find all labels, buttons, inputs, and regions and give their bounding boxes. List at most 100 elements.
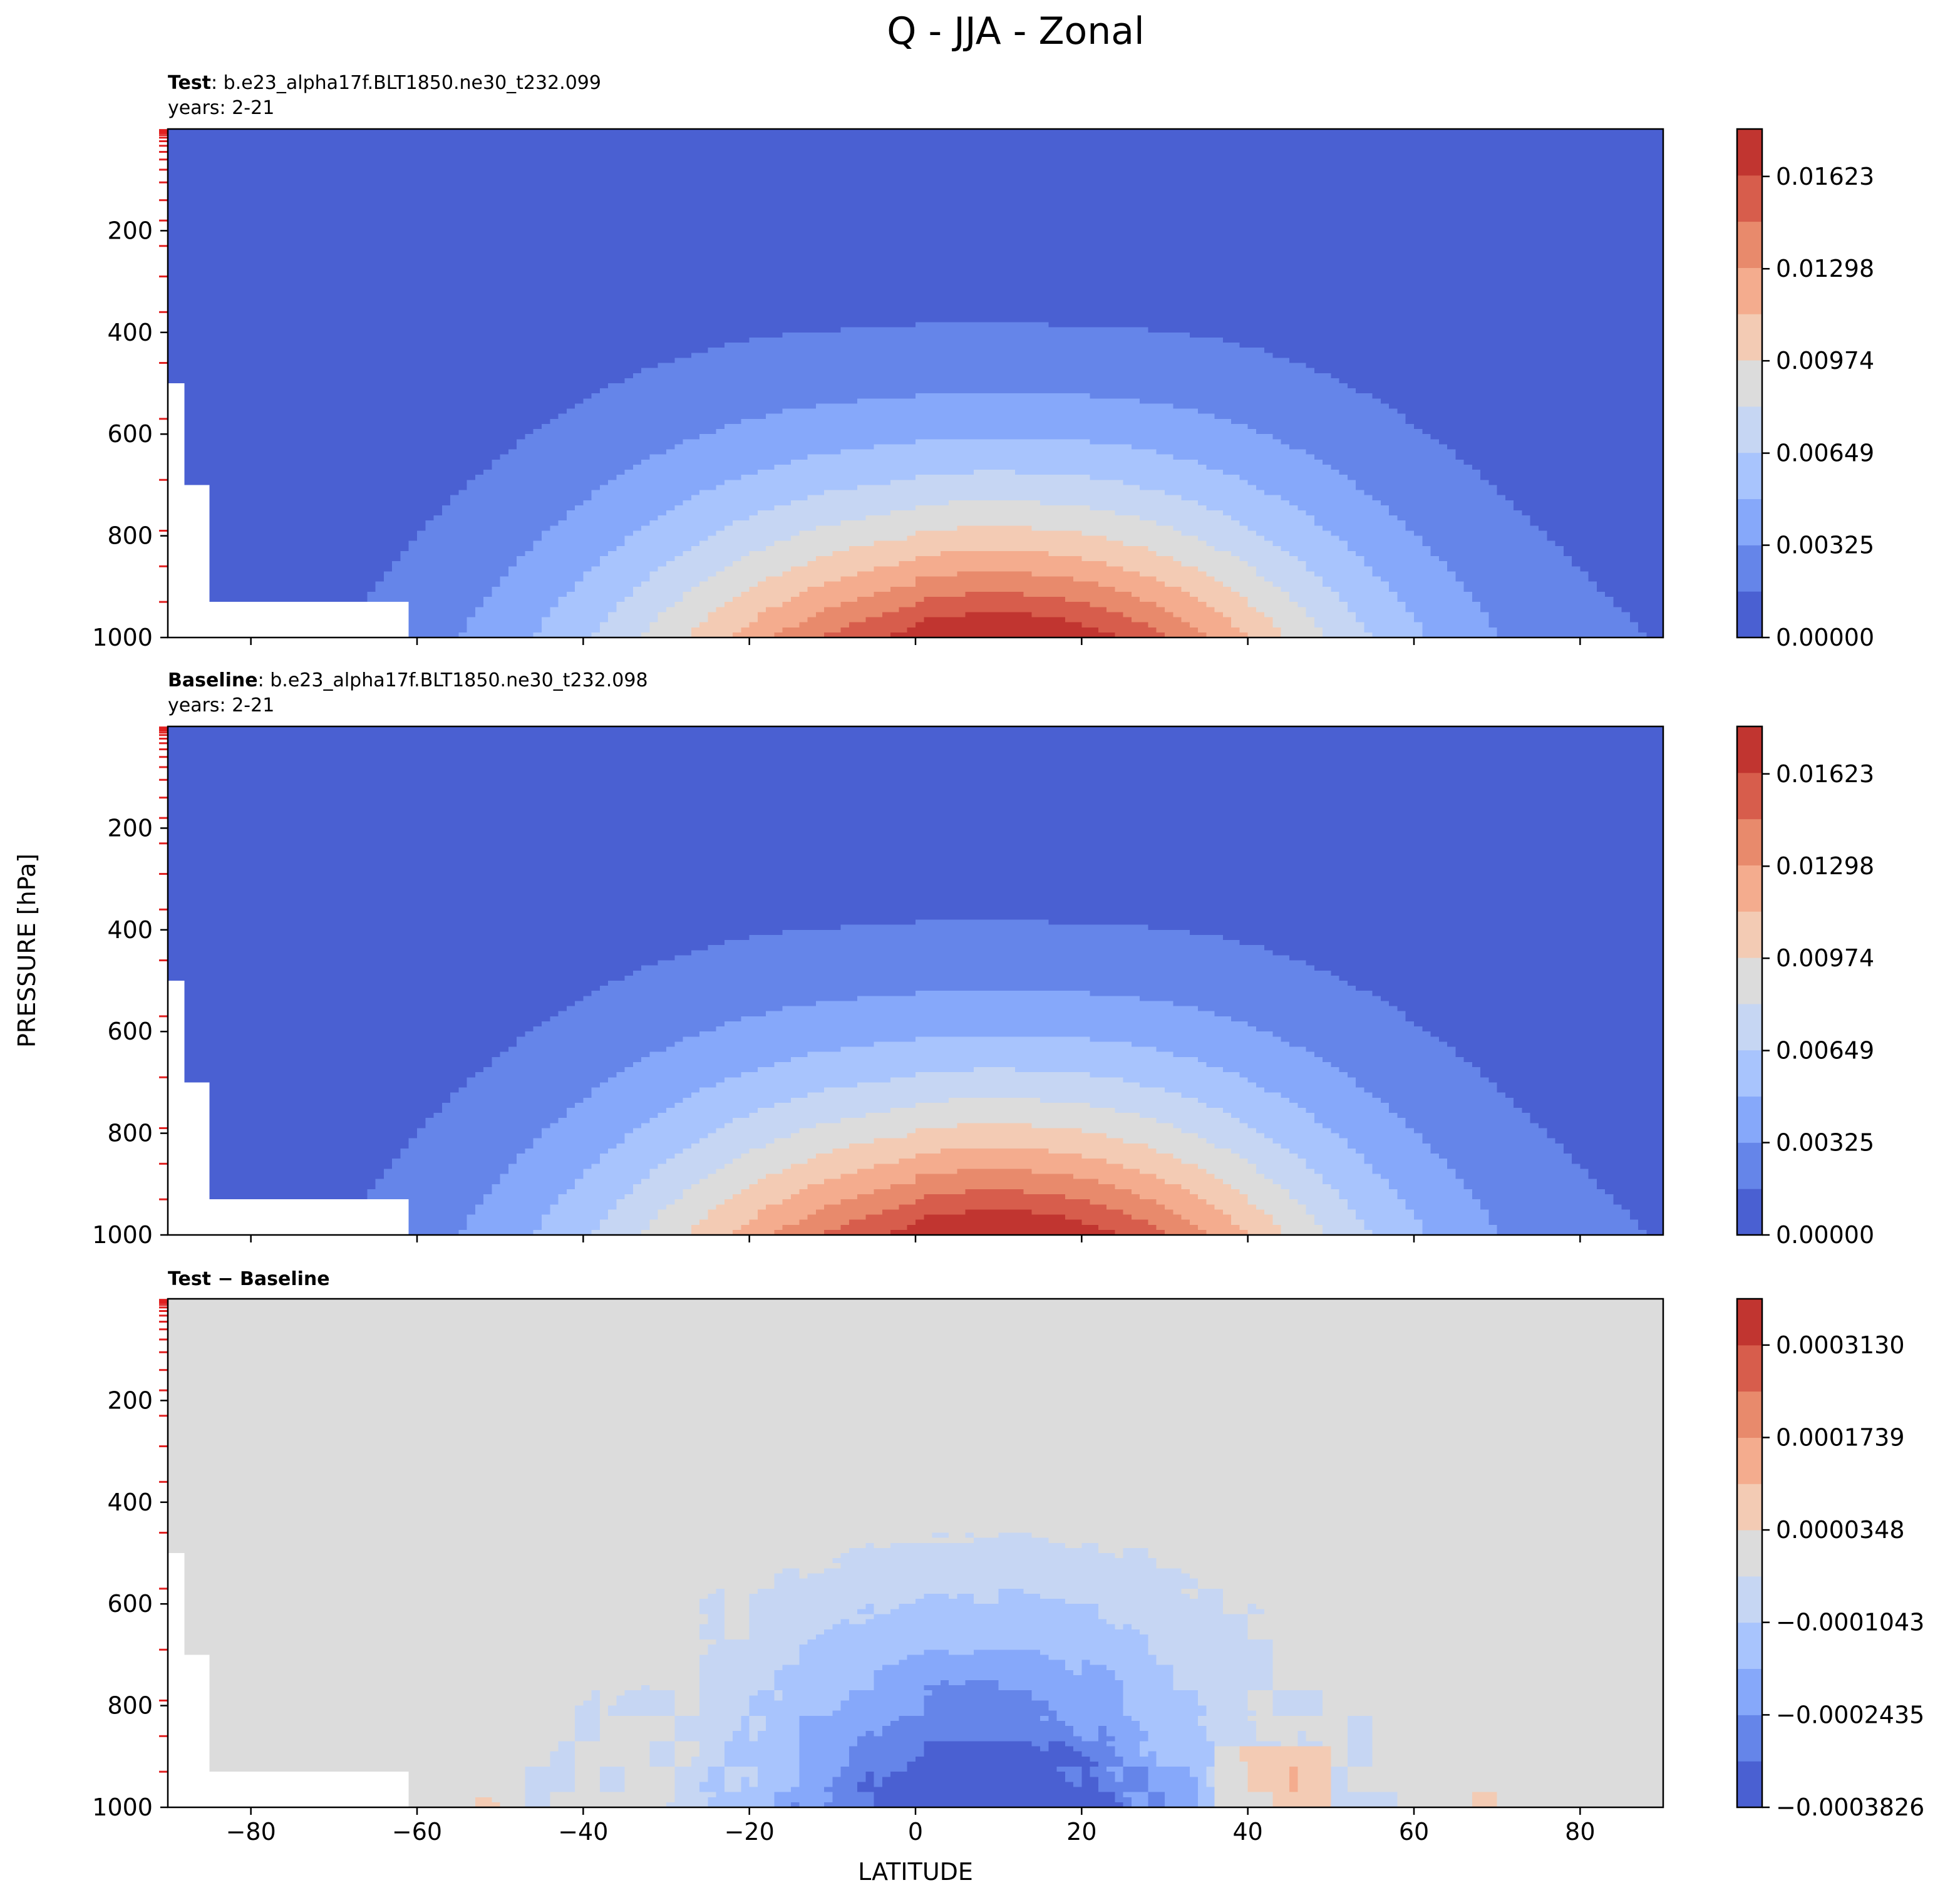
x-axis-label: LATITUDE [858, 1858, 973, 1886]
colorbar-tick-label: 0.00974 [1776, 944, 1874, 972]
y-tick-label: 1000 [92, 1794, 153, 1821]
colorbar-level [1737, 1622, 1762, 1670]
colorbar-level [1737, 1096, 1762, 1143]
colorbar-level [1737, 267, 1762, 314]
colorbar-level [1737, 1715, 1762, 1762]
y-tick-label: 200 [107, 217, 153, 244]
colorbar-level [1737, 1391, 1762, 1438]
panels: Test: b.e23_alpha17f.BLT1850.ne30_t232.0… [92, 72, 1924, 1846]
y-tick-label: 1000 [92, 1221, 153, 1249]
y-tick-label: 800 [107, 1120, 153, 1147]
x-tick-label: 40 [1232, 1818, 1262, 1846]
colorbar-level [1737, 175, 1762, 222]
contour-field [168, 1299, 1664, 1808]
panel-subheader: years: 2-21 [168, 97, 274, 119]
colorbar-level [1737, 1003, 1762, 1051]
figure-title: Q - JJA - Zonal [887, 9, 1144, 53]
y-tick-label: 1000 [92, 624, 153, 651]
panel-header-bold: Baseline [168, 669, 258, 691]
colorbar-level [1737, 772, 1762, 820]
x-tick-label: −80 [226, 1818, 276, 1846]
colorbar-level [1737, 1345, 1762, 1392]
colorbar-level [1737, 545, 1762, 592]
x-tick-label: 20 [1066, 1818, 1096, 1846]
colorbar-level [1737, 314, 1762, 361]
x-tick-label: −20 [725, 1818, 775, 1846]
panel-header: Test − Baseline [168, 1268, 330, 1290]
colorbar-tick-label: 0.01298 [1776, 852, 1874, 880]
y-axis-label: PRESSURE [hPa] [13, 854, 41, 1048]
y-tick-label: 200 [107, 814, 153, 842]
colorbar-level [1737, 1668, 1762, 1715]
colorbar-level [1737, 1142, 1762, 1189]
colorbar-level [1737, 911, 1762, 958]
colorbar-level [1737, 1576, 1762, 1623]
panel-test: Test: b.e23_alpha17f.BLT1850.ne30_t232.0… [92, 72, 1874, 651]
colorbar-tick-label: 0.00649 [1776, 1037, 1874, 1065]
colorbar-tick-label: 0.01623 [1776, 760, 1874, 788]
colorbar-level [1737, 865, 1762, 912]
colorbar-tick-label: −0.0003826 [1776, 1794, 1924, 1821]
y-tick-label: 800 [107, 522, 153, 550]
colorbar-level [1737, 1484, 1762, 1531]
y-tick-label: 400 [107, 1489, 153, 1516]
x-tick-label: 60 [1399, 1818, 1429, 1846]
colorbar-level [1737, 1761, 1762, 1808]
panel-header-bold: Test [168, 72, 211, 94]
colorbar-tick-label: 0.0000348 [1776, 1516, 1905, 1544]
colorbar-level [1737, 406, 1762, 453]
model-level-marks [159, 1299, 168, 1773]
colorbar-level [1737, 129, 1762, 176]
colorbar-level [1737, 958, 1762, 1004]
colorbar-level [1737, 498, 1762, 545]
colorbar-level [1737, 726, 1762, 773]
x-tick-label: 80 [1565, 1818, 1595, 1846]
panel-header-bold: Test − Baseline [168, 1268, 330, 1290]
colorbar-level [1737, 1437, 1762, 1484]
colorbar-tick-label: 0.0003130 [1776, 1331, 1905, 1359]
x-tick-label: −60 [392, 1818, 442, 1846]
contour-field [168, 129, 1664, 638]
panel-header: Test: b.e23_alpha17f.BLT1850.ne30_t232.0… [168, 72, 601, 94]
colorbar-tick-label: −0.0002435 [1776, 1701, 1924, 1728]
x-tick-label: −40 [558, 1818, 608, 1846]
colorbar-level [1737, 818, 1762, 865]
colorbar: −0.0003826 −0.0002435 −0.0001043 0.0000348 0… [1736, 1298, 1924, 1821]
colorbar-level [1737, 221, 1762, 268]
y-tick-label: 200 [107, 1386, 153, 1414]
colorbar-tick-label: 0.00325 [1776, 1129, 1874, 1157]
y-tick-label: 400 [107, 916, 153, 944]
model-level-marks [159, 129, 168, 603]
y-tick-label: 600 [107, 1018, 153, 1045]
x-tick-label: 0 [908, 1818, 923, 1846]
colorbar-level [1737, 591, 1762, 638]
colorbar-level [1737, 452, 1762, 500]
colorbar-tick-label: 0.00649 [1776, 440, 1874, 467]
colorbar-tick-label: 0.00000 [1776, 624, 1874, 651]
colorbar-level [1737, 1299, 1762, 1346]
panel-header: Baseline: b.e23_alpha17f.BLT1850.ne30_t2… [168, 669, 648, 691]
colorbar-tick-label: 0.0001739 [1776, 1423, 1905, 1451]
colorbar-level [1737, 360, 1762, 407]
contour-field [168, 726, 1664, 1236]
y-tick-label: 400 [107, 319, 153, 346]
colorbar-tick-label: 0.00974 [1776, 347, 1874, 374]
colorbar-level [1737, 1530, 1762, 1577]
y-tick-label: 600 [107, 420, 153, 448]
colorbar-tick-label: 0.00325 [1776, 532, 1874, 559]
panel-baseline: Baseline: b.e23_alpha17f.BLT1850.ne30_t2… [92, 669, 1874, 1249]
colorbar-level [1737, 1189, 1762, 1236]
colorbar: 0.00000 0.00325 0.00649 0.00974 0.01298 0.016… [1736, 725, 1874, 1249]
panel-header-case: : b.e23_alpha17f.BLT1850.ne30_t232.099 [211, 72, 601, 94]
colorbar-tick-label: −0.0001043 [1776, 1609, 1924, 1636]
y-tick-label: 600 [107, 1590, 153, 1618]
colorbar-tick-label: 0.01623 [1776, 163, 1874, 190]
colorbar: 0.00000 0.00325 0.00649 0.00974 0.01298 0.016… [1736, 128, 1874, 651]
colorbar-tick-label: 0.00000 [1776, 1221, 1874, 1249]
colorbar-tick-label: 0.01298 [1776, 255, 1874, 282]
colorbar-level [1737, 1050, 1762, 1097]
panel-header-case: : b.e23_alpha17f.BLT1850.ne30_t232.098 [258, 669, 648, 691]
y-tick-label: 800 [107, 1692, 153, 1720]
